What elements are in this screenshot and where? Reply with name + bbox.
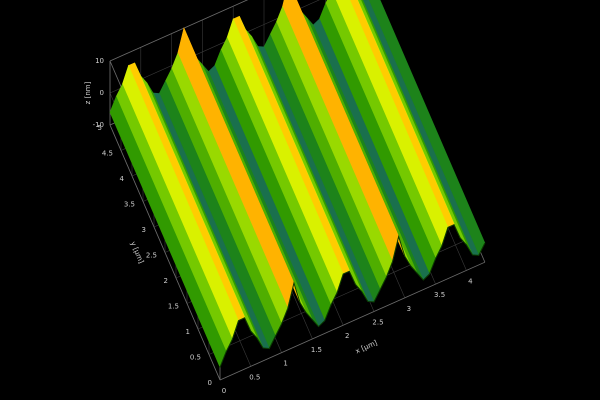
y-tick-label: 4.5 [102, 150, 113, 158]
y-tick-label: 3.5 [124, 201, 135, 209]
axis-box [109, 0, 249, 62]
y-tick-label: 2.5 [146, 252, 157, 260]
x-tick-label: 3.5 [434, 291, 445, 299]
x-tick-label: 1 [283, 360, 287, 368]
y-tick-label: 0 [208, 379, 212, 387]
y-tick-label: 2 [164, 277, 168, 285]
z-axis-label: z [nm] [84, 81, 92, 104]
y-tick-label: 1 [186, 328, 190, 336]
y-tick-label: 5 [98, 124, 102, 132]
x-tick-label: 3 [407, 305, 411, 313]
x-tick-label: 0 [222, 387, 226, 395]
z-tick-label: 0 [100, 89, 104, 97]
front-profile [219, 224, 486, 368]
x-tick-label: 4 [468, 277, 473, 285]
y-tick-label: 3 [142, 226, 146, 234]
x-tick-label: 1.5 [311, 346, 322, 354]
x-tick-label: 2 [345, 332, 349, 340]
z-tick-label: 10 [95, 57, 104, 65]
x-tick-label: 0.5 [249, 373, 260, 381]
axis-box [219, 261, 486, 381]
axis-box [109, 124, 221, 381]
y-tick-label: 0.5 [190, 354, 201, 362]
y-tick-label: 1.5 [168, 303, 179, 311]
x-tick-label: 2.5 [372, 319, 383, 327]
y-tick-label: 4 [120, 175, 125, 183]
z-tick-label: -10 [93, 121, 104, 129]
